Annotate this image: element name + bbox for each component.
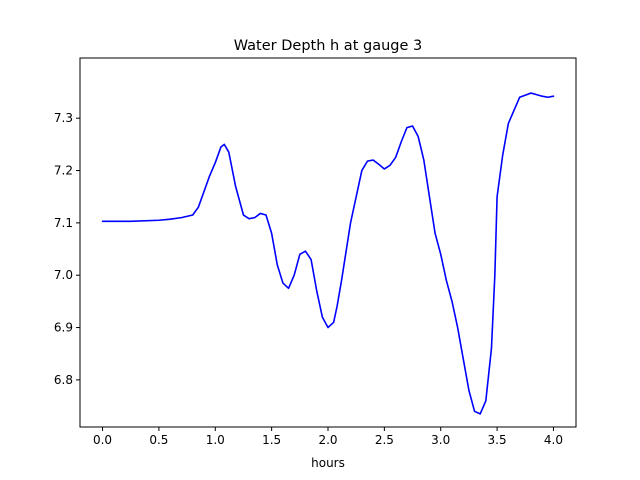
y-tick-label: 7.3	[54, 111, 73, 125]
x-tick-label: 0.5	[149, 433, 168, 447]
y-tick-label: 6.9	[54, 321, 73, 335]
x-axis-label: hours	[311, 456, 345, 470]
plot-area: 0.0 0.5 1.0 1.5 2.0 2.5 3.0 3.5 4.0 6.8 6.9 7.0 7.1 7…	[54, 57, 577, 447]
x-tick-label: 2.0	[318, 433, 337, 447]
series-line-0	[101, 92, 555, 415]
x-tick-label: 3.5	[488, 433, 507, 447]
x-tick-label: 3.0	[431, 433, 450, 447]
x-tick-label: 0.0	[93, 433, 112, 447]
x-tick-label: 4.0	[544, 433, 563, 447]
x-tick-label: 1.0	[206, 433, 225, 447]
y-tick-label: 7.0	[54, 268, 73, 282]
y-tick-label: 7.2	[54, 164, 73, 178]
x-tick-label: 1.5	[262, 433, 281, 447]
chart-title: Water Depth h at gauge 3	[234, 38, 422, 54]
y-tick-label: 6.8	[54, 373, 73, 387]
x-tick-label: 2.5	[375, 433, 394, 447]
y-tick-label: 7.1	[54, 216, 73, 230]
